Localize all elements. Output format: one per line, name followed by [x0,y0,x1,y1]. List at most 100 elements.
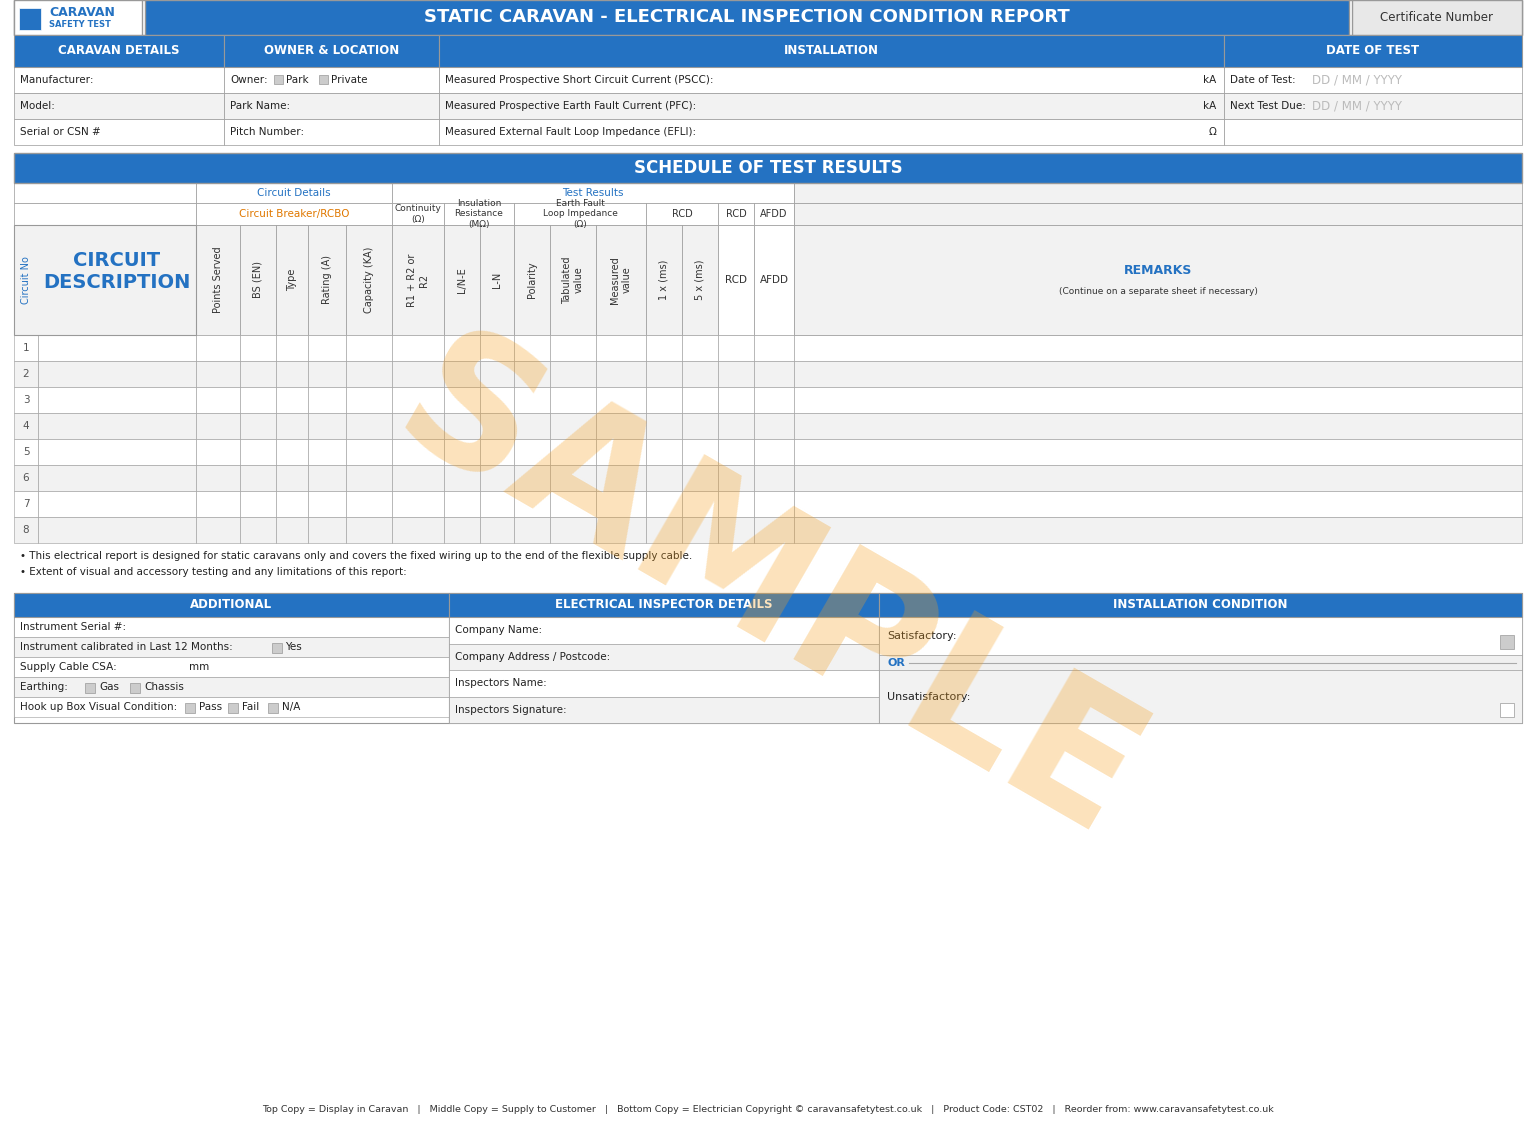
Text: Capacity (KA): Capacity (KA) [364,247,373,314]
Bar [84,683,95,694]
Bar [392,183,794,203]
Bar [479,413,515,439]
Bar [717,387,754,413]
Text: DATE OF TEST: DATE OF TEST [1327,45,1419,57]
Bar [276,361,309,387]
Bar [879,593,1522,723]
Bar [717,225,754,335]
Bar [596,361,647,387]
Text: (Continue on a separate sheet if necessary): (Continue on a separate sheet if necessa… [1058,288,1258,297]
Bar [515,203,647,225]
Bar [197,225,240,335]
Bar [346,335,392,361]
Bar [346,439,392,465]
Bar [267,702,278,713]
Bar [717,335,754,361]
Bar [309,413,346,439]
Text: Measured Prospective Short Circuit Current (PSCC):: Measured Prospective Short Circuit Curre… [445,75,714,85]
Bar [14,697,449,717]
Bar [717,517,754,543]
Text: INSTALLATION: INSTALLATION [783,45,879,57]
Bar [240,225,276,335]
Bar [392,335,444,361]
Bar [550,335,596,361]
Bar [479,335,515,361]
Bar [346,387,392,413]
Bar [794,517,1522,543]
Bar [596,413,647,439]
Text: SAFETY TEST: SAFETY TEST [49,20,111,29]
Text: 5: 5 [23,447,29,457]
Bar [794,203,1522,225]
Bar [309,361,346,387]
Bar [276,517,309,543]
Bar [550,413,596,439]
Text: Certificate Number: Certificate Number [1381,11,1493,24]
Bar [754,225,794,335]
Text: N/A: N/A [283,702,301,711]
Bar [197,361,240,387]
Bar [515,491,550,517]
Bar [240,465,276,491]
Text: 8: 8 [23,525,29,535]
Bar [273,75,283,84]
Bar [449,670,879,697]
Bar [449,644,879,670]
Text: DD / MM / YYYY: DD / MM / YYYY [1312,100,1402,112]
Bar [879,655,1522,670]
Bar [596,387,647,413]
Bar [444,465,479,491]
Bar [38,387,197,413]
Bar [276,387,309,413]
Text: ELECTRICAL INSPECTOR DETAILS: ELECTRICAL INSPECTOR DETAILS [554,598,773,611]
Bar [717,465,754,491]
Bar [550,465,596,491]
Bar [550,517,596,543]
Bar [1224,67,1522,93]
Bar [14,119,224,145]
Bar [682,517,717,543]
Text: kA: kA [1203,101,1217,111]
Bar [647,225,682,335]
Text: Measured Prospective Earth Fault Current (PFC):: Measured Prospective Earth Fault Current… [445,101,696,111]
Bar [754,203,794,225]
Text: SAMPLE: SAMPLE [369,312,1167,876]
Bar [392,491,444,517]
Bar [14,0,141,35]
Bar [240,439,276,465]
Text: • Extent of visual and accessory testing and any limitations of this report:: • Extent of visual and accessory testing… [20,566,407,577]
Bar [444,439,479,465]
Text: Points Served: Points Served [214,246,223,314]
Text: Pitch Number:: Pitch Number: [230,127,304,137]
Bar [682,465,717,491]
Text: CIRCUIT
DESCRIPTION: CIRCUIT DESCRIPTION [43,252,190,292]
Text: Continuity
(Ω): Continuity (Ω) [395,205,441,224]
Text: Circuit Breaker/RCBO: Circuit Breaker/RCBO [238,209,349,219]
Bar [197,439,240,465]
Bar [14,335,38,361]
Bar [794,361,1522,387]
Text: Instrument Serial #:: Instrument Serial #: [20,622,126,632]
Bar [392,465,444,491]
Bar [596,491,647,517]
Text: Type: Type [287,269,296,291]
Bar [276,465,309,491]
Text: 1: 1 [23,343,29,353]
Bar [515,465,550,491]
Bar [449,617,879,644]
Bar [879,617,1522,655]
Text: Fail: Fail [243,702,260,711]
Bar [479,465,515,491]
Bar [240,491,276,517]
Bar [240,517,276,543]
Text: L/N-E: L/N-E [458,268,467,293]
Bar [479,439,515,465]
Bar [197,413,240,439]
Text: Insulation
Resistance
(MΩ): Insulation Resistance (MΩ) [455,199,504,229]
Text: 2: 2 [23,369,29,379]
Text: AFDD: AFDD [759,275,788,285]
Text: 3: 3 [23,395,29,405]
Bar [309,225,346,335]
Text: 6: 6 [23,473,29,483]
Bar [444,225,479,335]
